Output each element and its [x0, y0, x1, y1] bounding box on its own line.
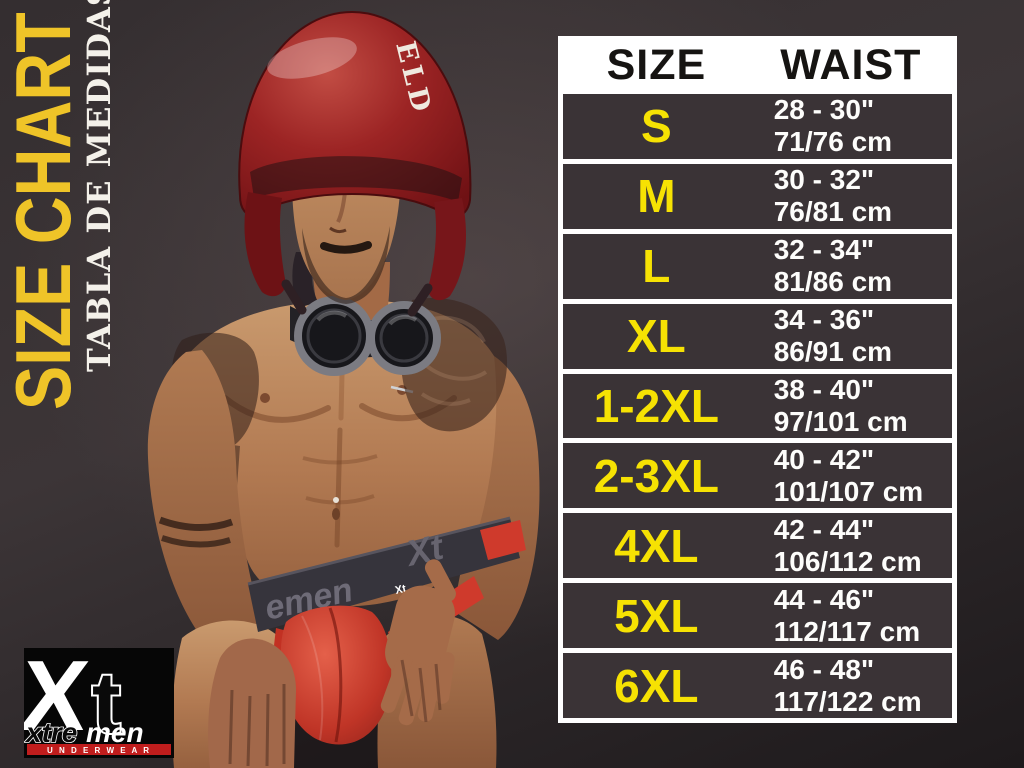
- waist-inches: 28 - 30": [773, 94, 875, 126]
- table-row: M 30 - 32" 76/81 cm: [563, 163, 952, 229]
- helmet: ELD: [238, 10, 472, 317]
- logo-brand-outline: xtre: [24, 717, 77, 748]
- waist-inches: 32 - 34": [773, 234, 875, 266]
- table-row: 1-2XL 38 - 40" 97/101 cm: [563, 373, 952, 439]
- waist-cell: 40 - 42" 101/107 cm: [750, 443, 952, 508]
- table-row: 6XL 46 - 48" 117/122 cm: [563, 653, 952, 719]
- waist-cm: 97/101 cm: [773, 406, 908, 437]
- waist-cm: 71/76 cm: [773, 126, 893, 158]
- logo-brand-solid: men: [86, 717, 144, 748]
- page-title: SIZE CHART: [0, 12, 87, 411]
- size-cell: 1-2XL: [593, 380, 719, 432]
- waist-inches: 42 - 44": [773, 513, 875, 545]
- table-row: S 28 - 30" 71/76 cm: [563, 94, 952, 159]
- size-table-header: SIZE WAIST: [563, 41, 952, 89]
- waist-cm: 117/122 cm: [773, 685, 922, 717]
- table-row: L 32 - 34" 81/86 cm: [563, 233, 952, 299]
- waist-inches: 40 - 42": [773, 443, 875, 475]
- waist-cell: 30 - 32" 76/81 cm: [750, 164, 952, 229]
- table-row: 2-3XL 40 - 42" 101/107 cm: [563, 443, 952, 509]
- table-row: XL 34 - 36" 86/91 cm: [563, 303, 952, 369]
- waist-inches: 34 - 36": [773, 304, 875, 336]
- size-cell: S: [641, 100, 672, 153]
- size-cell: 6XL: [614, 659, 699, 712]
- size-cell: 4XL: [614, 519, 699, 572]
- waist-inches: 44 - 46": [773, 583, 875, 615]
- logo-underwear-label: U N D E R W E A R: [47, 746, 151, 755]
- size-cell: 5XL: [614, 589, 699, 642]
- logo-t-letter: t: [92, 655, 121, 751]
- waist-cm: 86/91 cm: [773, 336, 893, 368]
- waist-cm: 76/81 cm: [773, 196, 893, 228]
- waist-cell: 32 - 34" 81/86 cm: [750, 234, 952, 299]
- model-photo: emen Xt Xt: [147, 10, 540, 768]
- size-cell: M: [637, 170, 676, 223]
- size-cell: L: [642, 240, 671, 293]
- waist-inches: 46 - 48": [773, 653, 875, 685]
- waist-cm: 112/117 cm: [773, 615, 921, 647]
- size-table: SIZE WAIST S 28 - 30" 71/76 cm M 30 - 32…: [558, 36, 957, 723]
- logo-x-letter: X: [24, 648, 94, 752]
- waist-cell: 34 - 36" 86/91 cm: [750, 304, 952, 369]
- waist-cm: 101/107 cm: [773, 475, 924, 507]
- table-row: 5XL 44 - 46" 112/117 cm: [563, 583, 952, 649]
- column-header-size: SIZE: [606, 40, 707, 89]
- waist-cell: 38 - 40" 97/101 cm: [750, 374, 952, 439]
- model-left-arm: [147, 350, 264, 658]
- logo-red-bar: [27, 744, 171, 755]
- waist-cell: 44 - 46" 112/117 cm: [750, 583, 952, 648]
- brand-logo: X t xtre men U N D E R W E A R: [24, 648, 174, 758]
- size-cell: XL: [626, 310, 686, 363]
- waist-cell: 42 - 44" 106/112 cm: [750, 513, 952, 578]
- size-cell: 2-3XL: [593, 449, 719, 502]
- waist-cell: 46 - 48" 117/122 cm: [750, 653, 952, 718]
- model-hands: [208, 559, 456, 768]
- table-row: 4XL 42 - 44" 106/112 cm: [563, 513, 952, 579]
- waist-cm: 106/112 cm: [773, 545, 922, 577]
- column-header-waist: WAIST: [780, 40, 922, 89]
- waist-inches: 30 - 32": [773, 164, 875, 196]
- waist-inches: 38 - 40": [773, 374, 875, 405]
- xtremen-logo: X t xtre men U N D E R W E A R: [24, 648, 171, 755]
- waist-cell: 28 - 30" 71/76 cm: [750, 94, 952, 159]
- waist-cm: 81/86 cm: [773, 266, 893, 298]
- goggles: [290, 252, 441, 376]
